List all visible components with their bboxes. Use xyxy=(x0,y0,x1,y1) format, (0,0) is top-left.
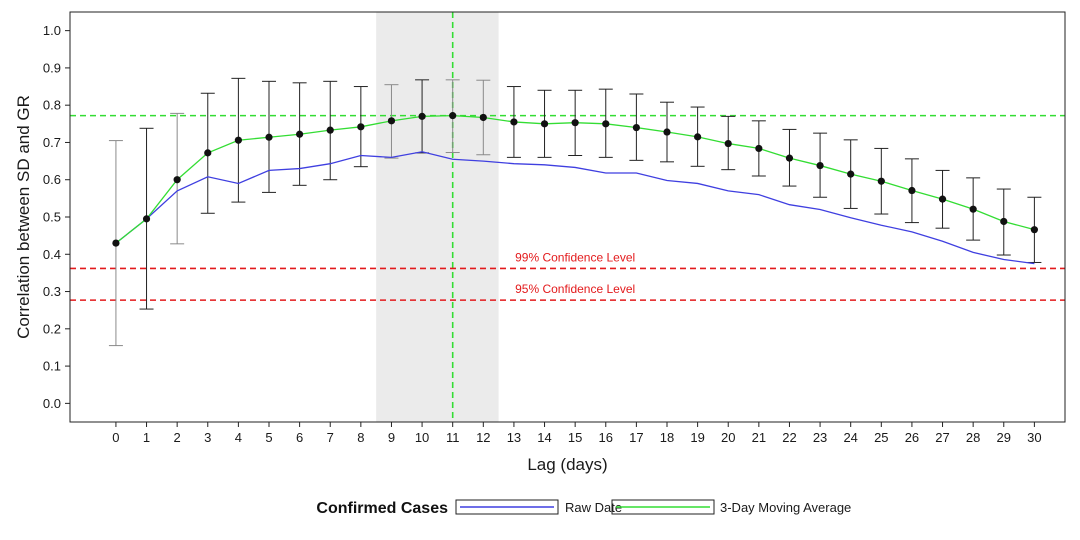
x-tick-label: 26 xyxy=(905,430,919,445)
x-tick-label: 3 xyxy=(204,430,211,445)
data-point-29 xyxy=(1000,217,1008,226)
x-tick-label: 20 xyxy=(721,430,735,445)
data-point-25 xyxy=(877,177,885,185)
x-tick-label: 22 xyxy=(782,430,796,445)
x-tick-label: 30 xyxy=(1027,430,1041,445)
x-tick-label: 23 xyxy=(813,430,827,445)
data-point-4 xyxy=(234,136,242,144)
data-point-13 xyxy=(510,118,518,126)
data-point-24 xyxy=(847,170,855,178)
x-tick-label: 18 xyxy=(660,430,674,445)
y-tick-label: 0.6 xyxy=(43,172,61,187)
data-point-17 xyxy=(632,123,640,132)
x-tick-label: 5 xyxy=(265,430,272,445)
x-tick-label: 11 xyxy=(446,430,460,445)
x-tick-label: 21 xyxy=(752,430,766,445)
x-tick-label: 4 xyxy=(235,430,242,445)
data-point-26 xyxy=(908,186,916,195)
x-tick-label: 7 xyxy=(327,430,334,445)
x-tick-label: 29 xyxy=(997,430,1011,445)
x-tick-label: 17 xyxy=(629,430,643,445)
data-point-18 xyxy=(663,128,671,136)
x-tick-label: 24 xyxy=(843,430,857,445)
plot-frame xyxy=(69,11,1066,423)
data-point-23 xyxy=(816,161,824,170)
data-point-20 xyxy=(724,139,732,148)
data-point-11 xyxy=(449,112,457,120)
data-point-16 xyxy=(602,120,610,128)
x-tick-label: 6 xyxy=(296,430,303,445)
y-tick-label: 0.8 xyxy=(43,98,61,113)
x-tick-label: 28 xyxy=(966,430,980,445)
legend-title: Confirmed Cases xyxy=(316,500,448,517)
y-axis-title: Correlation between SD and GR xyxy=(14,95,33,339)
data-point-14 xyxy=(540,120,549,128)
data-point-12 xyxy=(479,113,487,122)
x-tick-label: 27 xyxy=(935,430,949,445)
y-tick-label: 0.1 xyxy=(43,359,61,374)
legend-label: Raw Date xyxy=(565,500,622,515)
data-point-5 xyxy=(265,133,273,141)
data-point-10 xyxy=(418,112,426,120)
shaded-region xyxy=(376,12,499,422)
x-tick-label: 14 xyxy=(537,430,551,445)
data-point-21 xyxy=(755,144,763,153)
x-axis-title: Lag (days) xyxy=(527,455,607,474)
x-tick-label: 12 xyxy=(476,430,490,445)
x-tick-label: 15 xyxy=(568,430,582,445)
data-point-15 xyxy=(571,119,579,127)
confidence-label-2: 99% Confidence Level xyxy=(515,250,635,264)
confidence-label-3: 95% Confidence Level xyxy=(515,282,635,296)
data-point-30 xyxy=(1030,226,1038,234)
x-tick-label: 0 xyxy=(112,430,119,445)
x-tick-label: 2 xyxy=(174,430,181,445)
y-tick-label: 0.7 xyxy=(43,135,61,150)
y-tick-label: 0.0 xyxy=(43,396,61,411)
series-line-0 xyxy=(115,151,1035,265)
y-tick-label: 0.3 xyxy=(43,284,61,299)
data-point-0 xyxy=(112,239,120,247)
data-point-3 xyxy=(204,149,212,157)
x-tick-label: 25 xyxy=(874,430,888,445)
data-point-28 xyxy=(969,205,977,213)
x-tick-label: 10 xyxy=(415,430,429,445)
x-tick-label: 9 xyxy=(388,430,395,445)
data-point-19 xyxy=(694,133,702,141)
data-point-8 xyxy=(357,123,365,131)
x-tick-label: 16 xyxy=(599,430,613,445)
data-point-2 xyxy=(173,176,181,184)
data-point-6 xyxy=(296,130,304,138)
data-point-1 xyxy=(142,215,151,223)
x-tick-label: 19 xyxy=(690,430,704,445)
y-tick-label: 0.9 xyxy=(43,60,61,75)
data-point-7 xyxy=(326,126,334,134)
y-tick-label: 1.0 xyxy=(43,23,61,38)
y-tick-label: 0.2 xyxy=(43,321,61,336)
x-tick-label: 13 xyxy=(507,430,521,445)
x-tick-label: 8 xyxy=(357,430,364,445)
legend-swatch-box xyxy=(611,499,715,515)
legend-label: 3-Day Moving Average xyxy=(720,500,851,515)
x-tick-label: 1 xyxy=(143,430,150,445)
data-point-27 xyxy=(938,195,947,203)
legend-entry-0: Raw Date xyxy=(455,499,622,515)
legend-swatch-box xyxy=(455,499,559,515)
y-tick-label: 0.4 xyxy=(43,247,61,262)
y-tick-label: 0.5 xyxy=(43,210,61,225)
data-point-22 xyxy=(785,154,794,162)
legend-entry-1: 3-Day Moving Average xyxy=(611,499,851,515)
data-point-9 xyxy=(387,117,396,125)
